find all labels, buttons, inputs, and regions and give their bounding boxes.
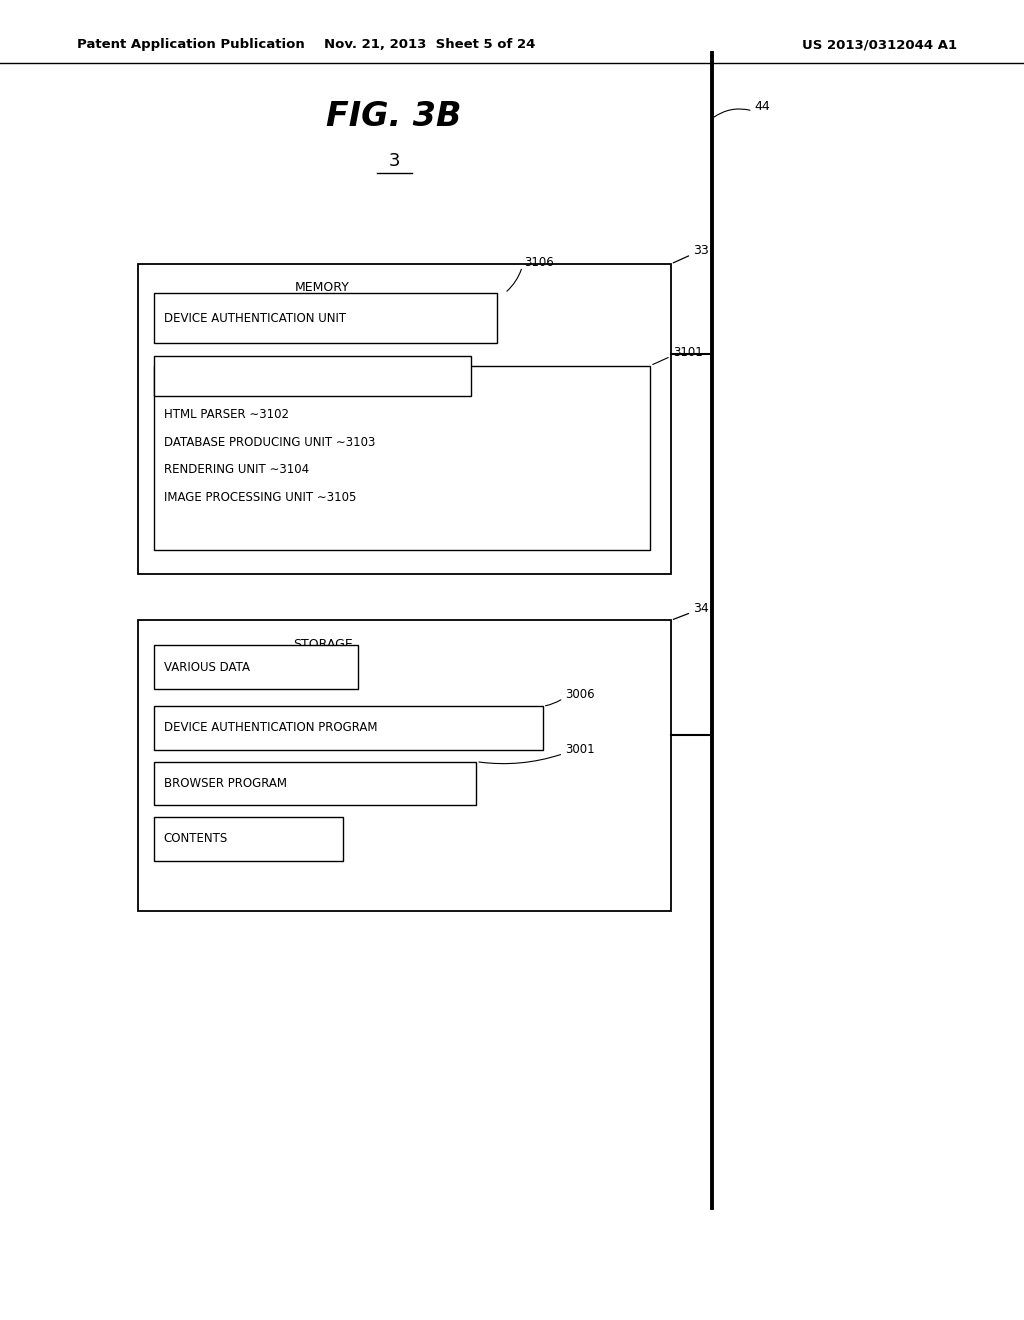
Text: IMAGE PROCESSING UNIT ∼3105: IMAGE PROCESSING UNIT ∼3105 xyxy=(164,491,356,504)
Text: DATABASE PRODUCING UNIT ∼3103: DATABASE PRODUCING UNIT ∼3103 xyxy=(164,436,375,449)
Text: DEVICE AUTHENTICATION PROGRAM: DEVICE AUTHENTICATION PROGRAM xyxy=(164,722,377,734)
Text: STORAGE: STORAGE xyxy=(293,638,352,651)
Text: FIG. 3B: FIG. 3B xyxy=(327,99,462,132)
Text: 33: 33 xyxy=(693,244,709,257)
Text: CONTENTS: CONTENTS xyxy=(164,833,228,845)
Text: Patent Application Publication: Patent Application Publication xyxy=(77,38,304,51)
Text: Nov. 21, 2013  Sheet 5 of 24: Nov. 21, 2013 Sheet 5 of 24 xyxy=(325,38,536,51)
Text: 3001: 3001 xyxy=(565,743,595,756)
Bar xyxy=(154,706,543,750)
Text: 34: 34 xyxy=(693,602,709,615)
Text: MEMORY: MEMORY xyxy=(295,281,350,294)
Bar xyxy=(138,620,671,911)
Text: BROWSER PROGRAM: BROWSER PROGRAM xyxy=(164,777,287,789)
Text: HTML PARSER ∼3102: HTML PARSER ∼3102 xyxy=(164,408,289,421)
Bar xyxy=(154,762,476,805)
Text: RENDERING UNIT ∼3104: RENDERING UNIT ∼3104 xyxy=(164,463,309,477)
Text: VARIOUS DATA: VARIOUS DATA xyxy=(164,661,250,673)
Bar xyxy=(138,264,671,574)
Text: DEVICE AUTHENTICATION UNIT: DEVICE AUTHENTICATION UNIT xyxy=(164,312,346,325)
Text: 3101: 3101 xyxy=(673,346,702,359)
Text: 3: 3 xyxy=(388,152,400,170)
Bar xyxy=(154,645,358,689)
Bar xyxy=(154,293,497,343)
Text: 44: 44 xyxy=(755,100,770,114)
Bar xyxy=(154,366,650,550)
Text: BROWSER ENGINE: BROWSER ENGINE xyxy=(164,370,272,383)
Bar xyxy=(154,817,343,861)
Text: 3106: 3106 xyxy=(524,256,554,269)
Text: 3006: 3006 xyxy=(565,688,595,701)
Bar xyxy=(154,356,471,396)
Text: US 2013/0312044 A1: US 2013/0312044 A1 xyxy=(803,38,957,51)
